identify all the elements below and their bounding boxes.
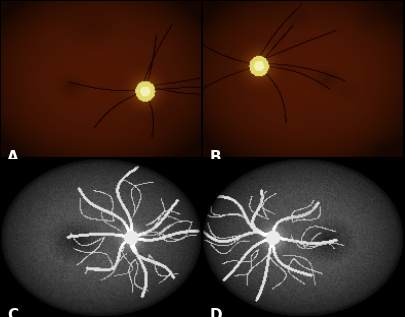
Text: D: D (209, 308, 222, 317)
Text: C: C (7, 308, 18, 317)
Text: B: B (209, 150, 221, 165)
Text: A: A (7, 150, 19, 165)
